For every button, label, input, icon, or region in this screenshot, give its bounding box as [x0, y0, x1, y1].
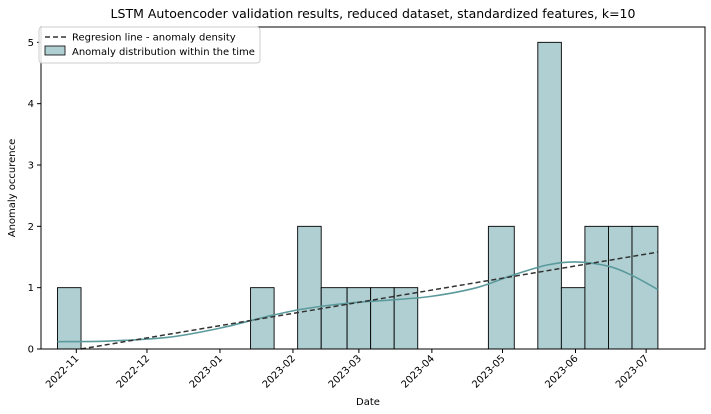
legend-box	[38, 26, 261, 64]
legend: Regresion line - anomaly density Anomaly…	[38, 26, 261, 64]
histogram-bar	[320, 287, 348, 350]
histogram-bar	[393, 287, 419, 350]
histogram-bar	[297, 225, 322, 350]
x-axis: 2022-11 2022-12 2023-01 2023-02 2023-03 2023-…	[44, 349, 651, 391]
x-axis-label: Date	[356, 397, 380, 408]
legend-regression-label: Regresion line - anomaly density	[72, 33, 236, 44]
x-tick-label: 2023-06	[543, 353, 580, 390]
x-tick-label: 2022-12	[115, 353, 152, 390]
y-tick-label: 0	[28, 345, 34, 356]
histogram-bar	[57, 287, 82, 350]
y-axis: 0 1 2 3 4 5	[28, 38, 41, 356]
histogram-bar	[346, 287, 372, 350]
legend-histogram-swatch	[44, 45, 66, 56]
kde-density-curve	[57, 261, 659, 343]
x-tick-label: 2023-03	[327, 353, 364, 390]
kde-curve	[57, 261, 659, 343]
plot-frame	[40, 26, 706, 350]
x-tick-label: 2023-02	[261, 353, 298, 390]
x-tick-label: 2023-04	[400, 353, 437, 390]
x-tick-label: 2023-07	[614, 353, 651, 390]
x-tick-label: 2022-11	[44, 353, 81, 390]
x-tick-label: 2023-05	[470, 353, 507, 390]
regression-line-group	[80, 251, 659, 350]
y-tick-label: 1	[28, 283, 34, 294]
histogram-bar	[537, 41, 562, 350]
histogram-bar	[560, 287, 586, 350]
y-tick-label: 3	[28, 161, 34, 172]
legend-histogram-label: Anomaly distribution within the time	[72, 47, 255, 58]
histogram-bar	[608, 225, 633, 350]
y-axis-label: Anomaly occurence	[7, 139, 18, 238]
histogram-bar	[584, 225, 609, 350]
regression-line	[80, 251, 659, 350]
y-tick-label: 4	[28, 99, 34, 110]
y-tick-label: 5	[28, 38, 34, 49]
x-tick-label: 2023-01	[188, 353, 225, 390]
histogram-bar	[487, 225, 515, 350]
y-tick-label: 2	[28, 222, 34, 233]
chart-title: LSTM Autoencoder validation results, red…	[111, 6, 636, 21]
